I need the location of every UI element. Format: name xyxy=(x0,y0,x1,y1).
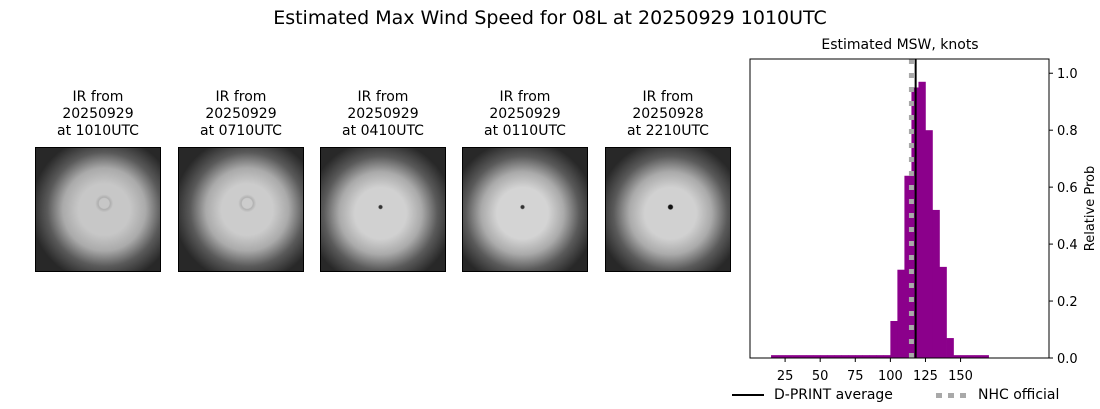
y-tick-label: 0.6 xyxy=(1057,181,1078,196)
histogram-bar xyxy=(883,355,891,358)
ir-caption: IR from 20250929 at 0410UTC xyxy=(342,89,424,139)
figure-title: Estimated Max Wind Speed for 08L at 2025… xyxy=(273,7,827,29)
x-tick-label: 50 xyxy=(812,369,829,384)
ir-panel: IR from 20250929 at 0710UTC xyxy=(178,89,304,272)
histogram-bar xyxy=(918,81,926,359)
ir-caption: IR from 20250929 at 0110UTC xyxy=(484,89,566,139)
x-tick-label: 150 xyxy=(948,369,973,384)
ir-caption: IR from 20250928 at 2210UTC xyxy=(627,89,709,139)
histogram-bar xyxy=(953,355,961,358)
ir-caption: IR from 20250929 at 1010UTC xyxy=(57,89,139,139)
y-tick-label: 0.8 xyxy=(1057,124,1078,139)
solid-line-icon xyxy=(732,394,764,396)
histogram-bar xyxy=(946,338,954,358)
ir-panel: IR from 20250929 at 1010UTC xyxy=(35,89,161,272)
plot-frame xyxy=(749,58,1050,359)
x-tick-label: 100 xyxy=(878,369,903,384)
x-tick-label: 125 xyxy=(913,369,938,384)
ir-satellite-image xyxy=(320,147,446,272)
dotted-line-icon xyxy=(936,392,968,398)
ir-satellite-image xyxy=(462,147,588,272)
histogram-bar xyxy=(841,355,849,358)
ir-caption: IR from 20250929 at 0710UTC xyxy=(200,89,282,139)
legend-label: NHC official xyxy=(978,387,1060,403)
histogram-bar xyxy=(799,355,807,358)
ir-panel: IR from 20250929 at 0110UTC xyxy=(462,89,588,272)
ir-panel: IR from 20250928 at 2210UTC xyxy=(605,89,731,272)
histogram-bar xyxy=(981,355,989,358)
histogram-bar xyxy=(904,175,912,358)
histogram-bar xyxy=(827,355,835,358)
ir-satellite-image xyxy=(178,147,304,272)
histogram-bar xyxy=(932,209,940,358)
legend-label: D-PRINT average xyxy=(774,387,893,403)
y-tick-label: 0.2 xyxy=(1057,295,1078,310)
histogram-bar xyxy=(778,355,786,358)
histogram-bar xyxy=(925,130,933,358)
histogram-bar xyxy=(897,269,905,358)
y-tick-label: 0.0 xyxy=(1057,352,1078,367)
histogram-bar xyxy=(890,320,898,358)
histogram-bar xyxy=(820,355,828,358)
histogram-bar xyxy=(785,355,793,358)
chart-title: Estimated MSW, knots xyxy=(821,37,979,53)
histogram-bar xyxy=(806,355,814,358)
ir-satellite-image xyxy=(35,147,161,272)
histogram-bar xyxy=(848,355,856,358)
histogram-bar xyxy=(869,355,877,358)
ir-panel: IR from 20250929 at 0410UTC xyxy=(320,89,446,272)
histogram-bar xyxy=(862,355,870,358)
x-tick-label: 75 xyxy=(847,369,864,384)
x-tick-label: 25 xyxy=(777,369,794,384)
histogram-bar xyxy=(960,355,968,358)
histogram-bar xyxy=(939,266,947,358)
y-tick-label: 0.4 xyxy=(1057,238,1078,253)
histogram-bar xyxy=(771,355,779,358)
legend-nhc: NHC official xyxy=(936,387,1059,403)
legend-dprint: D-PRINT average xyxy=(732,387,893,403)
histogram-bar xyxy=(834,355,842,358)
y-tick-label: 1.0 xyxy=(1057,67,1078,82)
histogram-bar xyxy=(967,355,975,358)
ir-satellite-image xyxy=(605,147,731,272)
histogram-bar xyxy=(792,355,800,358)
histogram-bar xyxy=(855,355,863,358)
histogram-bar xyxy=(876,355,884,358)
y-axis-label: Relative Prob xyxy=(1083,166,1098,251)
histogram-bar xyxy=(813,355,821,358)
histogram-bar xyxy=(974,355,982,358)
